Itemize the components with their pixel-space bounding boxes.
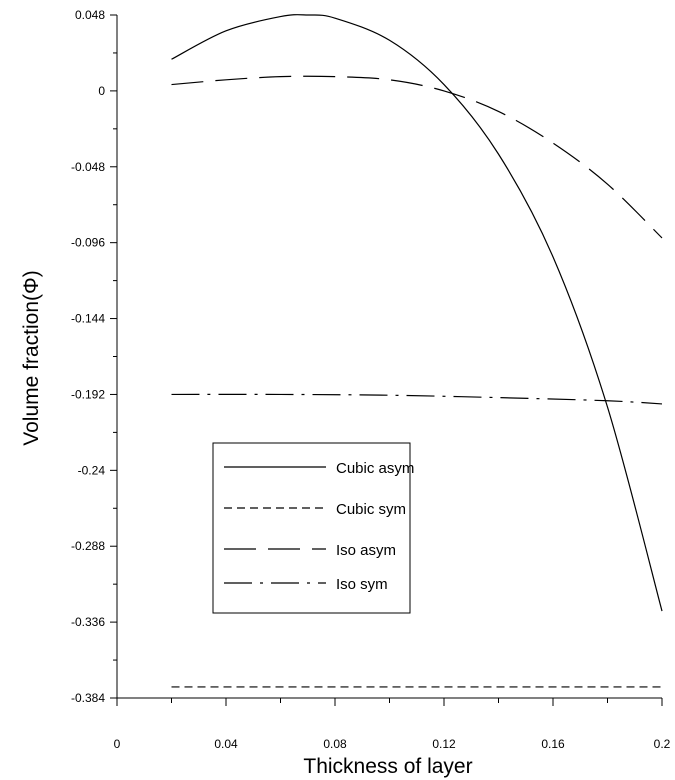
series-line-iso-asym [171, 75, 663, 239]
y-tick-label: -0.384 [71, 691, 105, 705]
x-tick-label: 0 [114, 737, 121, 751]
x-tick-label: 0.08 [323, 737, 347, 751]
legend-label-cubic-sym: Cubic sym [336, 501, 406, 518]
legend: Cubic asym Cubic sym Iso asym Iso sym [212, 442, 414, 614]
y-tick-label: 0 [98, 84, 105, 98]
series-line-cubic-asym [171, 14, 663, 612]
y-tick-label: -0.096 [71, 236, 105, 250]
y-tick-label: 0.048 [75, 8, 105, 22]
x-tick-label: 0.12 [432, 737, 456, 751]
axes: 0.048 0 -0.048 -0.096 -0.144 -0.192 -0.24 -0.28… [71, 8, 671, 751]
y-tick-label: -0.192 [71, 387, 105, 401]
x-tick-label: 0.16 [541, 737, 565, 751]
y-tick-label: -0.048 [71, 160, 105, 174]
x-tick-label: 0.2 [654, 737, 671, 751]
series-layer [171, 14, 663, 688]
legend-box [212, 442, 411, 614]
legend-label-cubic-asym: Cubic asym [336, 460, 414, 477]
legend-label-iso-asym: Iso asym [336, 542, 396, 559]
x-tick-label: 0.04 [214, 737, 238, 751]
x-axis-title: Thickness of layer [303, 755, 472, 778]
y-tick-label: -0.24 [78, 463, 106, 477]
series-line-iso-sym [171, 393, 663, 405]
legend-label-iso-sym: Iso sym [336, 576, 388, 593]
y-tick-label: -0.336 [71, 615, 105, 629]
y-tick-label: -0.144 [71, 312, 105, 326]
y-axis-title: Volume fraction(Φ) [20, 270, 43, 446]
y-tick-label: -0.288 [71, 539, 105, 553]
